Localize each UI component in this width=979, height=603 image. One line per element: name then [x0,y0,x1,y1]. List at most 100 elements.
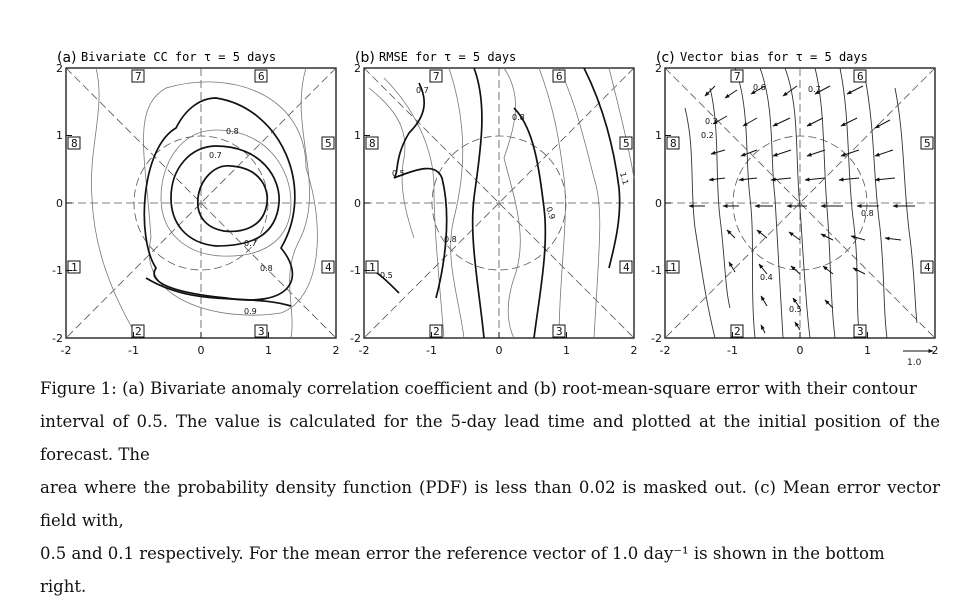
region-box: 8 [670,137,677,150]
x-tick: 2 [333,344,340,357]
region-box: 4 [325,261,332,274]
x-tick: 1 [864,344,871,357]
region-box: 2 [433,325,440,338]
region-box: 1 [71,261,78,274]
region-box: 5 [325,137,332,150]
contour-label: 0.8 [444,235,457,244]
y-tick: 0 [56,197,63,210]
region-box: 4 [623,261,630,274]
figure-caption: Figure 1: (a) Bivariate anomaly correlat… [40,372,940,603]
x-tick: -2 [359,344,370,357]
contour-label: 0.3 [705,117,718,126]
panel-a-contours [91,67,318,339]
panel-a: (a) Bivariate CC for τ = 5 days 0.8 0.7 … [52,50,339,357]
contour-label: 0.4 [760,273,773,282]
x-tick: 1 [265,344,272,357]
region-box: 8 [71,137,78,150]
y-tick: -1 [52,264,63,277]
x-tick: 2 [631,344,638,357]
panel-a-guides [65,67,337,339]
region-box: 8 [369,137,376,150]
panel-a-x-ticks: -2 -1 0 1 2 [61,344,340,357]
region-box: 3 [556,325,563,338]
region-box: 2 [135,325,142,338]
y-tick: -1 [350,264,361,277]
x-tick: -1 [128,344,139,357]
x-tick: -2 [660,344,671,357]
caption-line: Figure 1: (a) Bivariate anomaly correlat… [40,379,917,398]
region-box: 6 [258,70,265,83]
contour-label: 0.9 [544,206,557,221]
figure-1: (a) Bivariate CC for τ = 5 days 0.8 0.7 … [52,50,938,368]
contour-label: 1.1 [618,171,630,186]
region-box: 3 [857,325,864,338]
y-tick: 0 [354,197,361,210]
y-tick: 2 [354,62,361,75]
panel-a-contour-labels: 0.8 0.7 0.7 0.8 0.9 [209,127,273,316]
contour-label: 0.8 [260,264,273,273]
region-box: 1 [369,261,376,274]
panel-b-contours [368,67,635,339]
panel-c-title: Vector bias for τ = 5 days [680,50,868,64]
region-box: 4 [924,261,931,274]
region-box: 5 [623,137,630,150]
region-box: 6 [556,70,563,83]
contour-label: 0.6 [753,83,766,92]
contour-label: 0.8 [861,209,874,218]
panel-b-contour-labels: 0.7 0.8 0.5 1.1 0.9 0.8 0.5 [380,86,630,280]
panel-c: (c) Vector bias for τ = 5 days [651,50,938,368]
contour-label: 0.8 [226,127,239,136]
x-tick: 0 [198,344,205,357]
y-tick: 1 [354,129,361,142]
contour-label: 0.7 [808,85,821,94]
y-tick: -1 [651,264,662,277]
panel-c-vectors [688,85,915,334]
panel-b-x-ticks: -2 -1 0 1 2 [359,344,638,357]
x-tick: 0 [496,344,503,357]
panel-b-label: (b) [355,50,375,66]
x-tick: -1 [426,344,437,357]
x-tick: 0 [797,344,804,357]
contour-label: 0.7 [244,239,257,248]
y-tick: -2 [52,332,63,345]
contour-label: 0.2 [701,131,714,140]
panel-a-label: (a) [57,50,77,66]
region-box: 6 [857,70,864,83]
region-box: 5 [924,137,931,150]
region-box: 2 [734,325,741,338]
contour-label: 0.7 [209,151,222,160]
panel-c-x-ticks: -2 -1 0 1 2 [660,344,939,357]
contour-label: 0.8 [512,113,525,122]
region-box: 7 [734,70,741,83]
contour-label: 0.5 [392,169,405,178]
panel-b-title: RMSE for τ = 5 days [379,50,516,64]
panel-a-y-ticks: 2 1 0 -1 -2 [52,62,63,345]
caption-line: area where the probability density funct… [40,478,940,530]
y-tick: 1 [56,129,63,142]
panel-a-title: Bivariate CC for τ = 5 days [81,50,276,64]
contour-label: 0.5 [789,305,802,314]
panel-b-y-ticks: 2 1 0 -1 -2 [350,62,361,345]
x-tick: 1 [563,344,570,357]
x-tick: 2 [932,344,939,357]
region-box: 3 [258,325,265,338]
y-tick: 2 [56,62,63,75]
x-tick: -1 [727,344,738,357]
contour-label: 0.7 [416,86,429,95]
panel-c-region-boxes: 7 6 8 5 1 4 2 3 [666,69,934,338]
contour-label: 0.9 [244,307,257,316]
panel-b-guides [363,67,635,339]
region-box: 7 [135,70,142,83]
y-tick: 0 [655,197,662,210]
contour-label: 0.5 [380,271,393,280]
region-box: 1 [670,261,677,274]
y-tick: -2 [651,332,662,345]
panel-c-y-ticks: 2 1 0 -1 -2 [651,62,662,345]
y-tick: 2 [655,62,662,75]
panel-c-guides [664,67,936,339]
region-box: 7 [433,70,440,83]
reference-vector-label: 1.0 [907,358,922,368]
panel-c-label: (c) [656,50,675,66]
caption-line: interval of 0.5. The value is calculated… [40,412,940,464]
panel-b: (b) RMSE for τ = 5 days 0.7 [350,50,637,357]
